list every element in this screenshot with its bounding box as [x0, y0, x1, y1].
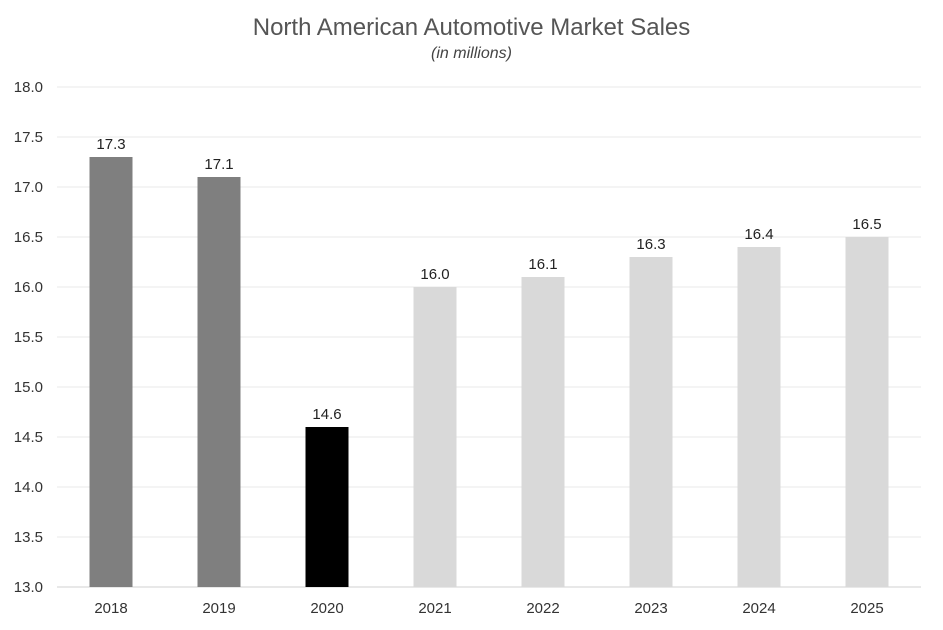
y-tick-label: 14.0 — [14, 479, 43, 496]
data-label: 16.4 — [744, 226, 773, 243]
y-tick-label: 13.0 — [14, 579, 43, 596]
bar — [521, 277, 565, 587]
y-tick-label: 13.5 — [14, 529, 43, 546]
x-tick-label: 2020 — [310, 600, 343, 617]
data-label: 17.3 — [96, 136, 125, 153]
bar — [197, 177, 241, 587]
x-tick-label: 2022 — [526, 600, 559, 617]
bar — [305, 427, 349, 587]
y-tick-label: 16.5 — [14, 229, 43, 246]
bar — [629, 257, 673, 587]
data-label: 16.1 — [528, 256, 557, 273]
y-tick-label: 16.0 — [14, 279, 43, 296]
bar — [413, 287, 457, 587]
y-tick-label: 18.0 — [14, 79, 43, 96]
x-tick-label: 2018 — [94, 600, 127, 617]
bar — [737, 247, 781, 587]
x-tick-label: 2023 — [634, 600, 667, 617]
data-label: 16.5 — [852, 216, 881, 233]
x-tick-label: 2019 — [202, 600, 235, 617]
y-tick-label: 15.5 — [14, 329, 43, 346]
data-label: 17.1 — [204, 156, 233, 173]
bar — [89, 157, 133, 587]
y-tick-label: 15.0 — [14, 379, 43, 396]
bar — [845, 237, 889, 587]
data-label: 16.0 — [420, 266, 449, 283]
chart-title: North American Automotive Market Sales — [252, 14, 691, 41]
x-tick-label: 2025 — [850, 600, 883, 617]
y-tick-label: 17.5 — [14, 129, 43, 146]
x-tick-label: 2024 — [742, 600, 775, 617]
data-label: 16.3 — [636, 236, 665, 253]
y-tick-label: 14.5 — [14, 429, 43, 446]
x-tick-label: 2021 — [418, 600, 451, 617]
data-label: 14.6 — [312, 406, 341, 423]
y-tick-label: 17.0 — [14, 179, 43, 196]
chart-subtitle: (in millions) — [431, 45, 512, 62]
